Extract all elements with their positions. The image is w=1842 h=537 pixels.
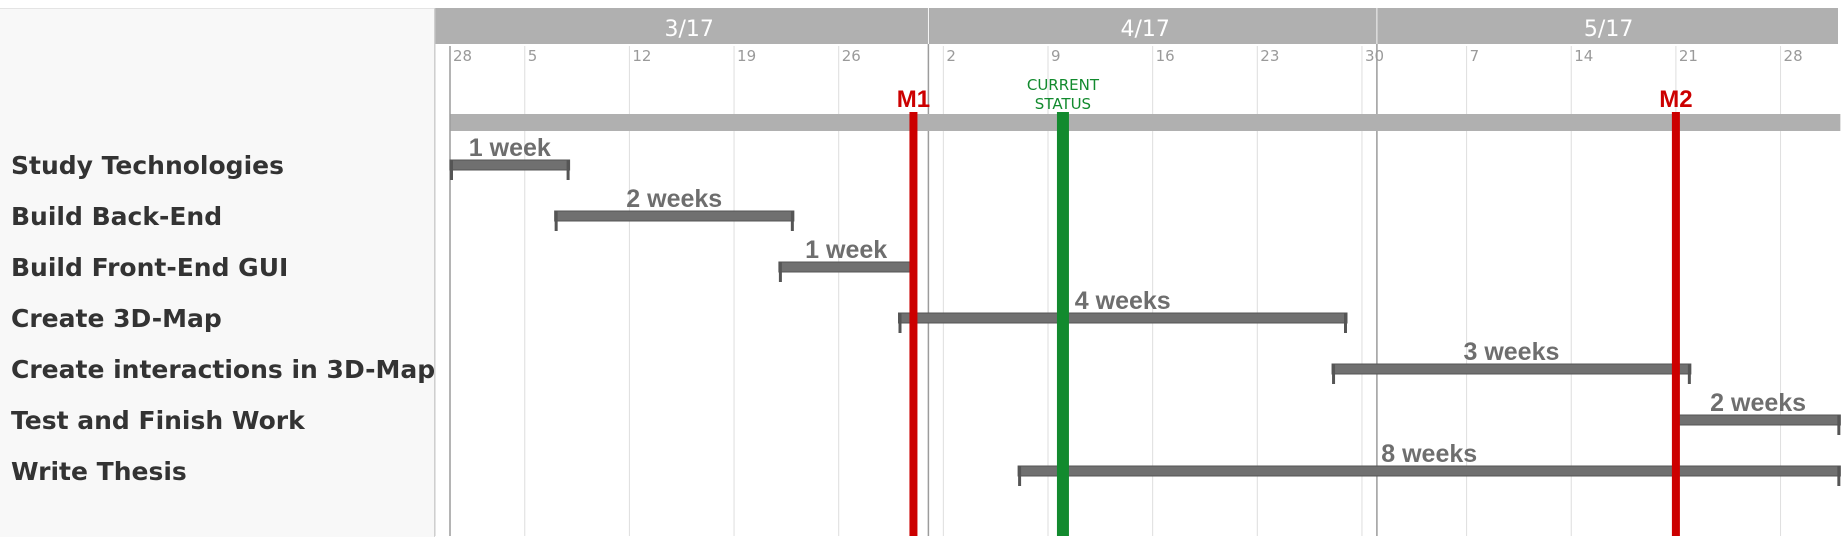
current-status-line [1056, 112, 1069, 536]
milestone-label: M1 [897, 86, 930, 113]
current-status-label: STATUS [1035, 95, 1091, 113]
day-tick-label: 5 [528, 47, 538, 65]
task-duration-label: 1 week [805, 236, 887, 264]
day-tick-label: 9 [1051, 47, 1061, 65]
task-bar-start-cap [778, 262, 782, 282]
month-header-band [435, 8, 1838, 44]
day-tick-label: 2 [946, 47, 956, 65]
task-bar-start-cap [1332, 364, 1336, 384]
task-duration-label: 2 weeks [1710, 389, 1806, 417]
task-bar-end-cap [1344, 313, 1347, 333]
day-tick-label: 14 [1574, 47, 1593, 65]
day-tick-label: 7 [1470, 47, 1480, 65]
day-tick-label: 28 [1784, 47, 1803, 65]
day-tick-label: 21 [1679, 47, 1698, 65]
milestone-line [909, 112, 918, 536]
month-label: 5/17 [1584, 17, 1633, 42]
day-tick-label: 19 [737, 47, 756, 65]
project-summary-bar [450, 114, 1841, 131]
task-name: Build Front-End GUI [11, 253, 289, 282]
task-duration-label: 2 weeks [626, 185, 722, 213]
day-tick-label: 28 [453, 47, 472, 65]
milestone-line [1671, 112, 1680, 536]
task-bar-start-cap [1018, 466, 1022, 486]
task-name: Write Thesis [11, 457, 187, 486]
day-tick-label: 23 [1260, 47, 1279, 65]
task-duration-label: 3 weeks [1463, 338, 1559, 366]
task-duration-label: 1 week [469, 134, 551, 162]
task-name: Test and Finish Work [11, 406, 305, 435]
milestone-label: M2 [1659, 86, 1692, 113]
task-bar-end-cap [566, 160, 570, 180]
day-tick-label: 30 [1365, 47, 1384, 65]
task-name: Create interactions in 3D-Map [11, 355, 436, 384]
task-bar-start-cap [450, 160, 453, 180]
task-bar-start-cap [898, 313, 902, 333]
task-name: Create 3D-Map [11, 304, 222, 333]
task-name: Study Technologies [11, 151, 284, 180]
current-status-label: CURRENT [1027, 76, 1100, 94]
task-bar-end-cap [1687, 364, 1691, 384]
task-name: Build Back-End [11, 202, 223, 231]
task-duration-label: 8 weeks [1381, 440, 1477, 468]
task-bar-start-cap [554, 211, 558, 231]
day-tick-label: 26 [842, 47, 861, 65]
task-bar-end-cap [1837, 415, 1841, 435]
day-tick-label: 16 [1156, 47, 1175, 65]
month-label: 4/17 [1120, 17, 1169, 42]
task-bar-end-cap [790, 211, 794, 231]
task-duration-label: 4 weeks [1075, 287, 1171, 315]
task-list-panel: Study Technologies Build Back-End Build Fr… [0, 8, 435, 537]
task-bar-end-cap [1837, 466, 1841, 486]
day-tick-label: 12 [632, 47, 651, 65]
month-label: 3/17 [664, 17, 713, 42]
